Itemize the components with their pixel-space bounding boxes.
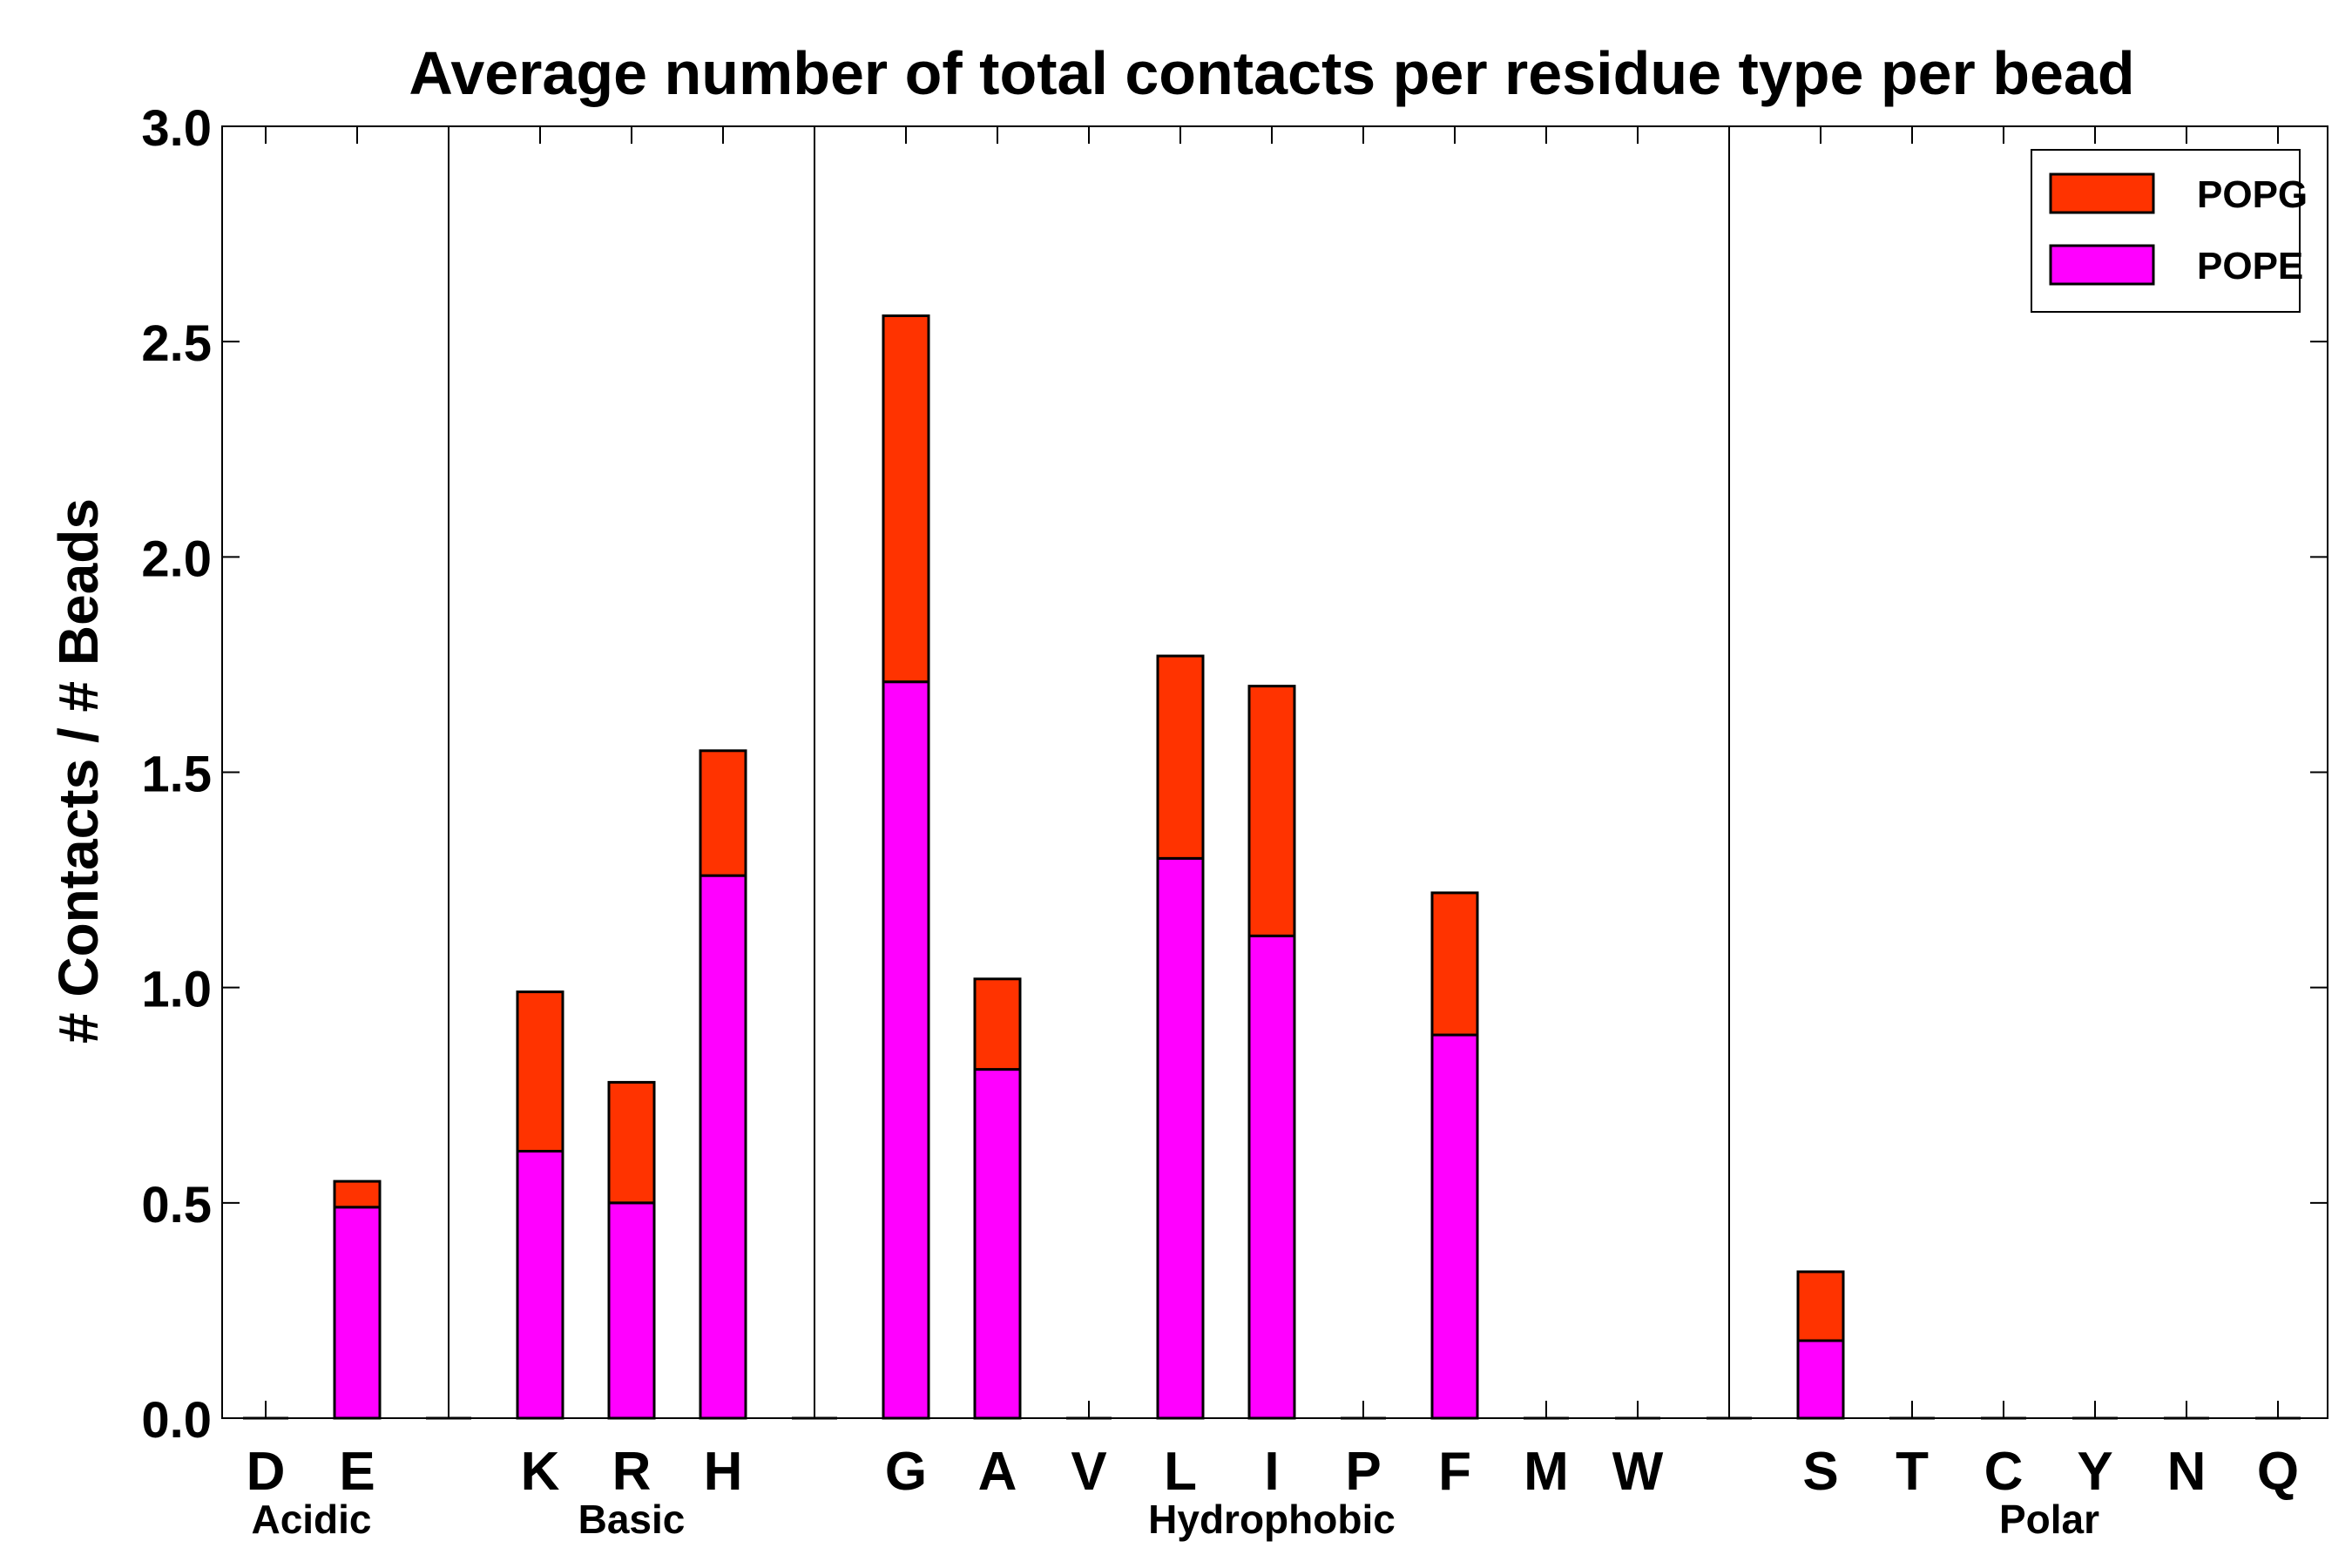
y-tick-label: 3.0 [141,100,212,157]
y-tick-label: 0.5 [141,1177,212,1233]
x-tick-label: L [1164,1442,1197,1502]
x-tick-label: N [2167,1442,2207,1502]
x-tick-label: Y [2077,1442,2112,1502]
group-label: Basic [578,1497,686,1542]
bar-popg [1796,1270,1845,1342]
bar-pope [1430,1033,1479,1420]
x-tick-label: H [704,1442,743,1502]
bar-popg [699,749,747,877]
y-axis-label: # Contacts / # Beads [47,498,110,1044]
bar-pope [699,874,747,1420]
bar-popg [333,1179,382,1209]
group-label: Acidic [251,1497,371,1542]
x-tick-label: Q [2257,1442,2299,1502]
group-label: Hydrophobic [1148,1497,1396,1542]
x-tick-label: T [1896,1442,1929,1502]
x-tick-label: G [885,1442,927,1502]
x-tick-label: S [1802,1442,1838,1502]
bar-popg [1156,654,1205,860]
y-tick-label: 0.0 [141,1392,212,1449]
bar-popg [1430,891,1479,1037]
x-tick-label: K [521,1442,560,1502]
x-tick-label: I [1264,1442,1279,1502]
bar-popg [973,977,1022,1071]
bar-pope [607,1201,656,1420]
y-tick-label: 2.0 [141,531,212,587]
y-tick-label: 1.5 [141,747,212,803]
legend-swatch-popg [2049,172,2155,214]
bar-popg [1247,685,1296,937]
legend-label-popg: POPG [2197,173,2308,216]
legend: POPG POPE [2031,149,2308,313]
x-tick-label: E [339,1442,375,1502]
x-tick-label: C [1984,1442,2024,1502]
legend-label-pope: POPE [2197,245,2303,287]
bar-pope [1156,856,1205,1420]
bar-popg [516,990,564,1153]
x-tick-label: V [1071,1442,1106,1502]
x-tick-label: W [1612,1442,1664,1502]
bar-pope [1247,934,1296,1420]
y-tick-label: 2.5 [141,315,212,372]
bar-popg [882,314,930,684]
x-tick-label: R [612,1442,652,1502]
x-tick-label: D [247,1442,286,1502]
bar-pope [973,1068,1022,1420]
x-tick-label: M [1524,1442,1569,1502]
y-tick-label: 1.0 [141,962,212,1018]
bar-pope [1796,1339,1845,1420]
bar-pope [516,1150,564,1420]
bar-pope [333,1206,382,1420]
group-label: Polar [1999,1497,2099,1542]
bar-popg [607,1080,656,1205]
bar-pope [882,680,930,1420]
legend-swatch-pope [2049,244,2155,286]
plot-area: 0.0 0.5 1.0 1.5 2.0 2.5 3.0 D E K R H G A V L I P F M W S T C Y N… [141,100,2328,1542]
chart-title: Average number of total contacts per res… [409,39,2134,107]
x-tick-label: F [1438,1442,1471,1502]
x-tick-label: P [1345,1442,1381,1502]
x-tick-label: A [978,1442,1017,1502]
